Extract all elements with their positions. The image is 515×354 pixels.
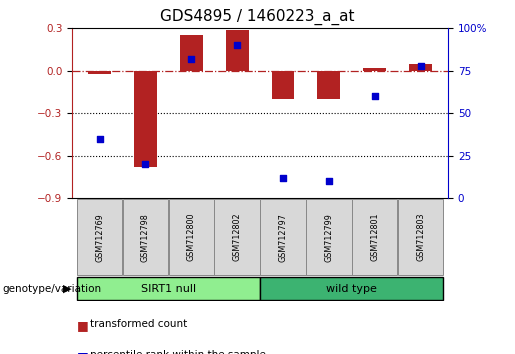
- FancyBboxPatch shape: [260, 199, 306, 275]
- Point: [141, 161, 149, 167]
- Text: ■: ■: [77, 319, 89, 332]
- Point: [371, 93, 379, 99]
- Bar: [88, 71, 111, 74]
- Text: genotype/variation: genotype/variation: [3, 284, 101, 293]
- FancyBboxPatch shape: [77, 199, 122, 275]
- Text: wild type: wild type: [327, 284, 377, 293]
- Point: [279, 175, 287, 181]
- Bar: [180, 35, 203, 71]
- FancyBboxPatch shape: [123, 199, 168, 275]
- Bar: [134, 71, 157, 167]
- Text: GSM712799: GSM712799: [324, 213, 333, 262]
- Bar: [409, 64, 432, 71]
- Text: ■: ■: [77, 350, 89, 354]
- Text: GSM712797: GSM712797: [279, 213, 287, 262]
- FancyBboxPatch shape: [352, 199, 398, 275]
- Text: SIRT1 null: SIRT1 null: [141, 284, 196, 293]
- Text: ▶: ▶: [63, 284, 72, 293]
- Text: GSM712802: GSM712802: [233, 213, 242, 262]
- Point: [417, 63, 425, 69]
- FancyBboxPatch shape: [398, 199, 443, 275]
- Point: [233, 42, 241, 48]
- Text: GSM712769: GSM712769: [95, 213, 104, 262]
- Point: [325, 178, 333, 184]
- Text: percentile rank within the sample: percentile rank within the sample: [90, 350, 266, 354]
- FancyBboxPatch shape: [260, 276, 443, 301]
- Text: GSM712798: GSM712798: [141, 213, 150, 262]
- FancyBboxPatch shape: [168, 199, 214, 275]
- FancyBboxPatch shape: [77, 276, 260, 301]
- Text: transformed count: transformed count: [90, 319, 187, 329]
- FancyBboxPatch shape: [214, 199, 260, 275]
- FancyBboxPatch shape: [306, 199, 352, 275]
- Bar: [317, 71, 340, 99]
- Text: GSM712803: GSM712803: [416, 213, 425, 262]
- Point: [187, 56, 195, 62]
- Text: GSM712801: GSM712801: [370, 213, 379, 262]
- Text: GDS4895 / 1460223_a_at: GDS4895 / 1460223_a_at: [160, 9, 355, 25]
- Point: [95, 136, 104, 142]
- Bar: [226, 30, 249, 71]
- Bar: [271, 71, 295, 99]
- Text: GSM712800: GSM712800: [187, 213, 196, 262]
- Bar: [363, 68, 386, 71]
